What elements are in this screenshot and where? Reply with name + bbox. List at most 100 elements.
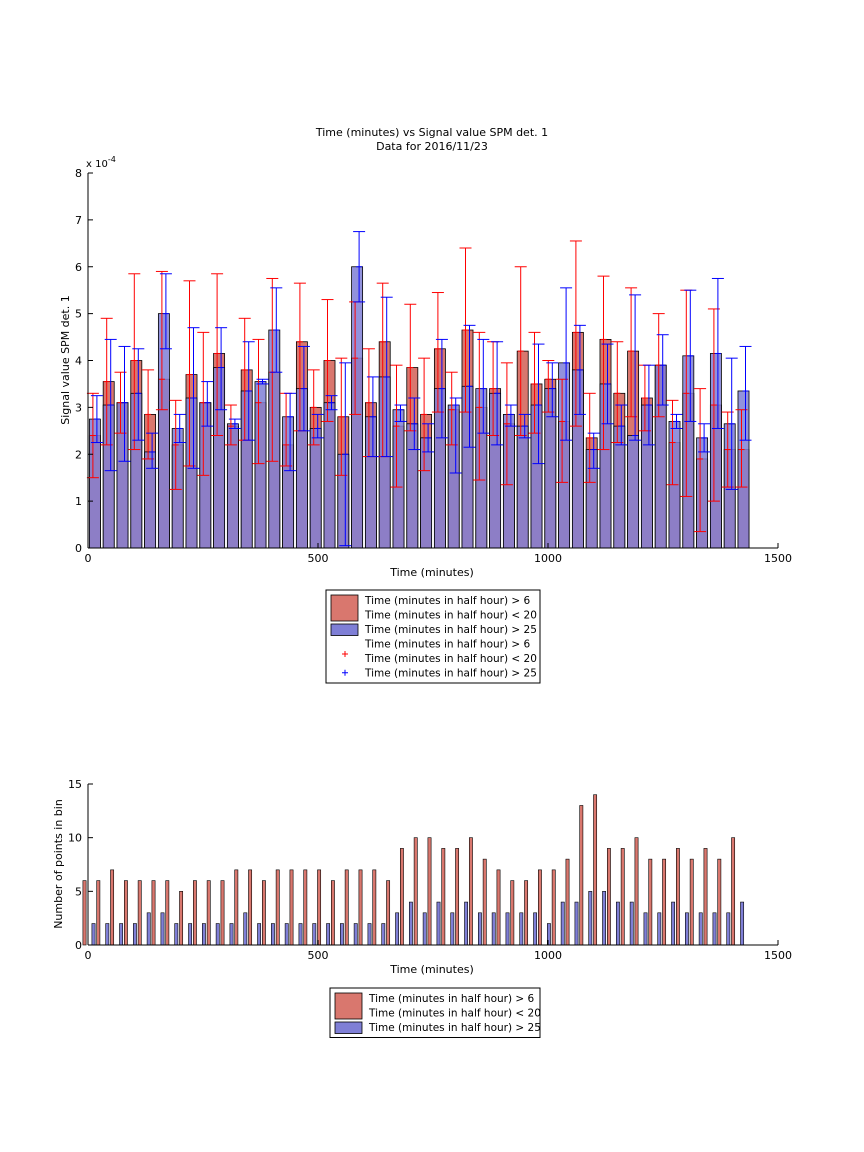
- chart2-legend-swatch: [334, 1021, 363, 1034]
- chart1-subtitle: Data for 2016/11/23: [376, 140, 488, 153]
- chart1-legend-entry-label: Time (minutes in half hour) < 20: [364, 610, 537, 622]
- bar-blue: [599, 383, 612, 549]
- count-bar-red: [303, 869, 308, 946]
- count-bar-blue: [395, 912, 400, 946]
- bar-blue: [737, 390, 750, 549]
- count-bar-red: [510, 880, 515, 946]
- count-bar-red: [193, 880, 197, 946]
- chart1-x-tick-label: 1000: [534, 552, 562, 565]
- count-bar-red: [372, 869, 377, 946]
- count-bar-red: [606, 848, 611, 946]
- chart1-x-tick-label: 500: [308, 552, 329, 565]
- bar-blue: [530, 404, 543, 549]
- count-bar-red: [731, 837, 736, 946]
- chart2-x-tick-label: 0: [85, 949, 92, 962]
- count-bar-red: [206, 880, 211, 946]
- bar-blue: [102, 404, 115, 549]
- count-bar-blue: [312, 923, 317, 946]
- bar-blue: [461, 385, 474, 549]
- count-bar-blue: [160, 912, 165, 946]
- count-bar-red: [289, 869, 294, 946]
- chart1-exponent-base: x 10: [86, 159, 108, 170]
- count-bar-red: [565, 858, 570, 946]
- chart1-legend-swatch: [330, 594, 359, 622]
- count-bar-blue: [243, 912, 248, 946]
- bar-blue: [709, 353, 722, 549]
- count-bar-blue: [436, 901, 441, 946]
- bar-blue: [682, 355, 695, 549]
- count-bar-blue: [684, 912, 689, 946]
- chart2-x-tick-label: 500: [308, 949, 329, 962]
- count-bar-blue: [643, 912, 648, 946]
- count-bar-blue: [105, 923, 110, 946]
- count-bar-blue: [464, 901, 469, 946]
- count-bar-blue: [533, 912, 538, 946]
- bar-blue: [171, 428, 184, 549]
- chart1-legend-entry-label: Time (minutes in half hour) > 6: [364, 595, 531, 607]
- bar-blue: [585, 449, 598, 549]
- bar-blue: [447, 404, 460, 549]
- chart2-y-tick-label: 5: [75, 885, 82, 898]
- count-bar-blue: [133, 923, 137, 946]
- chart2-y-tick-label: 15: [68, 778, 82, 791]
- count-bar-red: [124, 880, 128, 946]
- count-bar-blue: [698, 912, 703, 946]
- count-bar-red: [537, 869, 542, 946]
- count-bar-blue: [491, 912, 496, 946]
- count-bar-blue: [712, 912, 717, 946]
- bar-blue: [226, 423, 239, 549]
- count-bar-red: [358, 869, 363, 946]
- count-bar-red: [96, 880, 101, 946]
- count-bar-blue: [146, 912, 151, 946]
- count-bar-blue: [671, 901, 676, 946]
- chart1-plot: 0 500 1000 1500 0 1 2 3 4 5 6 7 8: [75, 167, 792, 565]
- chart1-title: Time (minutes) vs Signal value SPM det. …: [315, 126, 548, 139]
- count-bar-red: [261, 880, 266, 946]
- count-bar-red: [689, 858, 694, 946]
- chart1-exponent-power: -4: [108, 155, 116, 164]
- bar-blue: [295, 388, 308, 549]
- count-bar-blue: [519, 912, 524, 946]
- count-bar-red: [717, 858, 722, 946]
- count-bar-blue: [188, 923, 193, 946]
- chart2-legend-entry-label: Time (minutes in half hour) > 6: [368, 993, 535, 1005]
- count-bar-blue: [119, 923, 124, 946]
- count-bar-blue: [202, 923, 206, 946]
- count-bar-blue: [339, 923, 344, 946]
- count-bar-blue: [657, 912, 662, 946]
- chart1-ylabel: Signal value SPM det. 1: [59, 295, 72, 425]
- bar-blue: [571, 369, 584, 549]
- bar-blue: [337, 453, 350, 549]
- count-bar-blue: [740, 901, 745, 946]
- chart2-x-tick-label: 1000: [534, 949, 562, 962]
- count-bar-red: [593, 794, 598, 946]
- count-bar-blue: [270, 923, 275, 946]
- count-bar-blue: [215, 923, 220, 946]
- bar-blue: [378, 376, 391, 549]
- chart2-ylabel: Number of points in bin: [52, 799, 65, 929]
- count-bar-red: [496, 869, 501, 946]
- count-bar-red: [165, 880, 170, 946]
- bar-blue: [489, 392, 502, 549]
- bar-blue: [406, 423, 419, 549]
- count-bar-red: [620, 848, 625, 946]
- chart1-xlabel: Time (minutes): [389, 566, 474, 579]
- count-bar-red: [482, 858, 487, 946]
- count-bar-blue: [450, 912, 455, 946]
- bar-blue: [254, 381, 267, 549]
- chart1-legend-entry-label: Time (minutes in half hour) > 25: [364, 624, 537, 636]
- chart1-legend: Time (minutes in half hour) > 6 Time (min…: [325, 589, 541, 684]
- chart1-legend-swatch: [330, 623, 359, 636]
- count-bar-blue: [726, 912, 731, 946]
- chart1-y-tick-label: 7: [75, 214, 82, 227]
- bar-blue: [516, 425, 529, 549]
- chart1-y-tick-label: 2: [75, 448, 82, 461]
- count-bar-red: [634, 837, 639, 946]
- chart2-legend-box: [329, 987, 541, 1038]
- chart1-legend-entry-label: Time (minutes in half hour) > 6: [364, 639, 531, 651]
- count-bar-blue: [505, 912, 510, 946]
- chart1-y-tick-label: 8: [75, 167, 82, 180]
- count-bar-blue: [588, 891, 593, 946]
- chart1-y-tick-label: 3: [75, 401, 82, 414]
